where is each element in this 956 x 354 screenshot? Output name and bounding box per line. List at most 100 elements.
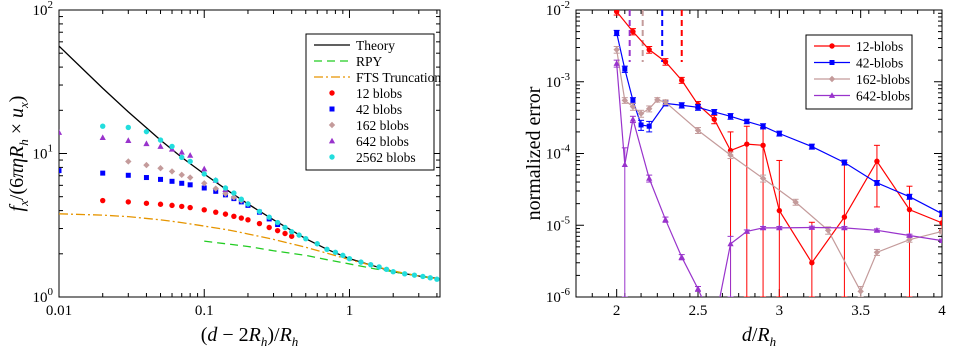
series-162-blobs	[613, 45, 942, 297]
data-point	[340, 252, 346, 259]
data-point	[179, 203, 185, 210]
data-point	[100, 123, 106, 129]
data-point	[727, 240, 734, 247]
series-line	[616, 32, 942, 215]
data-point	[303, 235, 309, 242]
data-point	[368, 261, 374, 268]
data-point	[383, 266, 390, 272]
data-point	[679, 77, 685, 83]
data-point	[646, 175, 653, 181]
x-axis-label: (d − 2Rh)/Rh	[201, 324, 299, 349]
data-point	[222, 190, 229, 197]
data-point	[157, 137, 164, 143]
data-point	[125, 158, 132, 165]
data-point	[213, 177, 219, 184]
data-point	[744, 141, 750, 147]
legend-label: 642 blobs	[356, 134, 409, 149]
data-point	[420, 273, 426, 280]
legend-box	[805, 34, 913, 110]
data-point	[99, 134, 106, 141]
data-point	[282, 224, 288, 231]
legend-marker	[329, 90, 335, 96]
data-point	[222, 185, 229, 191]
data-point	[376, 264, 382, 270]
legend-label: 12 blobs	[356, 86, 402, 101]
legend-label: 12-blobs	[856, 39, 903, 54]
data-point	[187, 182, 193, 188]
data-point	[274, 227, 281, 234]
data-point	[874, 158, 880, 164]
data-point	[157, 201, 164, 207]
data-point	[938, 228, 942, 235]
data-point	[179, 180, 185, 186]
data-point	[630, 97, 636, 103]
series-line	[204, 240, 438, 280]
data-point	[256, 208, 263, 215]
data-point	[711, 322, 717, 328]
data-point	[622, 66, 628, 72]
data-point	[125, 124, 131, 131]
data-point	[427, 275, 433, 281]
data-point	[759, 224, 767, 231]
series-line	[616, 49, 942, 293]
legend-marker	[829, 43, 835, 49]
data-point	[906, 236, 913, 243]
data-point	[792, 198, 799, 206]
data-point	[938, 237, 942, 244]
data-point	[158, 176, 164, 182]
legend-marker	[329, 106, 335, 112]
data-point	[646, 105, 653, 112]
data-point	[231, 190, 237, 196]
data-point	[238, 196, 245, 202]
data-point	[100, 170, 106, 176]
data-point	[711, 109, 717, 115]
y-tick-label: 10-5	[546, 214, 571, 234]
data-point	[100, 197, 106, 204]
y-tick-label: 10-2	[546, 0, 570, 19]
legend-marker	[829, 60, 835, 65]
data-point	[411, 272, 418, 278]
data-point	[809, 260, 815, 266]
data-point	[390, 269, 396, 275]
data-point	[324, 246, 330, 252]
data-point	[727, 151, 734, 159]
data-point	[201, 180, 208, 187]
y-tick-label: 102	[33, 0, 54, 19]
x-tick-label: 0.1	[195, 303, 214, 319]
data-point	[213, 209, 219, 215]
data-point	[245, 217, 251, 223]
y-axis-label: normalized error	[523, 86, 545, 220]
data-point	[143, 161, 150, 169]
data-point	[143, 175, 149, 181]
data-layer	[59, 45, 440, 282]
data-point	[906, 194, 912, 200]
legend-label: 42-blobs	[856, 56, 903, 71]
data-point	[346, 255, 353, 262]
data-point	[939, 220, 942, 226]
legend-label: RPY	[356, 54, 383, 69]
data-point	[187, 204, 193, 211]
data-point	[759, 175, 767, 182]
data-point	[662, 216, 669, 222]
data-point	[874, 180, 880, 186]
data-point	[939, 211, 942, 217]
data-point	[212, 185, 219, 192]
data-point	[776, 224, 783, 231]
data-point	[169, 178, 175, 184]
data-point	[125, 137, 132, 143]
data-point	[857, 288, 864, 295]
data-point	[434, 276, 440, 282]
y-tick-label: 10-3	[546, 71, 571, 91]
data-point	[201, 171, 207, 177]
data-point	[744, 118, 750, 124]
x-tick-label: 4	[938, 303, 946, 319]
data-point	[824, 227, 832, 234]
data-point	[613, 10, 620, 15]
data-point	[178, 171, 185, 179]
series-12-blobs	[613, 10, 942, 297]
x-tick-label: 3	[776, 303, 784, 319]
data-point	[178, 148, 185, 155]
data-point	[358, 259, 364, 265]
data-point	[638, 122, 644, 128]
